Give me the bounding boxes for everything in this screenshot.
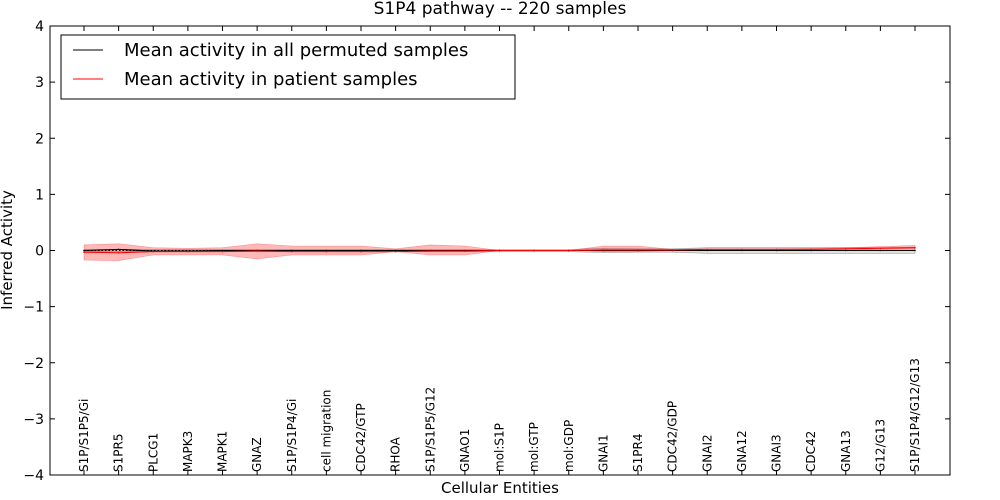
data-point-patient (394, 250, 397, 253)
x-category-label: GNAI3 (770, 434, 784, 472)
data-point-permuted (810, 249, 812, 252)
data-point-permuted (117, 248, 120, 251)
data-point-permuted (83, 249, 85, 252)
data-point-patient (290, 250, 293, 253)
data-point-patient (152, 250, 155, 253)
plot-frame (49, 25, 951, 476)
y-tick-label: 1 (35, 187, 44, 203)
y-axis: 4 3 2 1 0 −1 −2 −3 −4 (23, 19, 950, 484)
data-point-patient (879, 247, 882, 250)
series-lines (83, 246, 916, 254)
data-point-permuted (775, 249, 778, 252)
x-category-label: RHOA (389, 436, 403, 472)
data-point-permuted (360, 249, 362, 252)
y-tick-label: −2 (23, 356, 44, 372)
data-point-patient (602, 249, 605, 251)
legend-entry-patient: Mean activity in patient samples (124, 69, 418, 90)
data-point-patient (498, 249, 501, 252)
x-category-label: S1PR5 (112, 434, 126, 472)
data-point-patient (706, 248, 709, 251)
data-point-patient (221, 250, 224, 253)
x-category-label: S1PR4 (631, 434, 645, 472)
x-category-label: MAPK1 (216, 431, 230, 472)
data-point-patient (83, 251, 85, 253)
x-category-label: GNAO1 (458, 429, 472, 472)
data-point-patient (844, 248, 847, 250)
data-point-permuted (914, 249, 916, 252)
data-point-permuted (290, 249, 293, 252)
y-tick-label: 4 (35, 19, 44, 35)
x-category-label: mol:GDP (562, 420, 576, 472)
data-point-permuted (706, 249, 709, 252)
chart-title: S1P4 pathway -- 220 samples (374, 0, 627, 19)
x-category-label: MAPK3 (181, 431, 195, 472)
x-category-label: mol:S1P (493, 423, 507, 472)
y-tick-label: 0 (35, 244, 44, 260)
data-point-patient (914, 246, 916, 249)
y-tick-label: −3 (23, 412, 44, 428)
x-axis-label: Cellular Entities (441, 479, 559, 497)
data-point-patient (775, 248, 778, 251)
data-point-permuted (221, 249, 224, 252)
x-category-label: G12/G13 (873, 419, 887, 472)
x-category-label: GNA12 (735, 430, 749, 472)
x-category-label: CDC42/GTP (354, 403, 368, 472)
x-category-label: mol:GTP (527, 422, 541, 472)
x-category-label: S1P/S1P4/G12/G13 (908, 358, 922, 472)
data-point-patient (256, 250, 258, 252)
band-patient (83, 243, 916, 261)
data-point-permuted (741, 249, 743, 252)
y-tick-label: −1 (23, 300, 44, 316)
x-category-label: GNAI1 (596, 434, 610, 472)
data-point-permuted (325, 249, 328, 252)
x-axis: S1P/S1P5/Gi S1PR5 PLCG1 MAPK3 MAPK1 GNAZ S1P/S… (77, 26, 922, 475)
x-category-label: CDC42 (804, 431, 818, 472)
data-point-patient (187, 250, 189, 253)
data-point-permuted (879, 249, 882, 252)
data-point-patient (325, 250, 328, 253)
legend-entry-permuted: Mean activity in all permuted samples (124, 40, 468, 61)
data-point-patient (533, 249, 535, 252)
x-category-label: S1P/S1P5/Gi (77, 399, 91, 472)
data-point-permuted (844, 249, 847, 252)
x-category-label: cell migration (319, 390, 333, 472)
x-category-label: PLCG1 (146, 433, 160, 472)
legend-box (60, 34, 516, 100)
data-point-patient (567, 249, 570, 252)
data-point-patient (637, 249, 639, 251)
data-point-permuted (394, 249, 397, 252)
x-category-label: GNAI2 (700, 434, 714, 472)
x-category-label: GNAZ (250, 437, 264, 472)
data-point-patient (429, 250, 432, 252)
y-tick-label: −4 (23, 468, 44, 484)
data-point-patient (741, 248, 743, 251)
y-tick-label: 3 (35, 75, 44, 91)
data-point-patient (117, 251, 120, 254)
y-tick-label: 2 (35, 131, 44, 147)
data-point-patient (671, 249, 674, 251)
x-category-label: CDC42/GDP (666, 401, 680, 472)
legend: Mean activity in all permuted samples Me… (60, 34, 516, 100)
data-point-patient (360, 250, 362, 253)
x-category-label: GNA13 (839, 430, 853, 472)
x-category-label: S1P/S1P4/Gi (285, 399, 299, 472)
x-category-label: S1P/S1P5/G12 (423, 387, 437, 472)
y-axis-label: Inferred Activity (0, 190, 16, 310)
data-point-patient (464, 250, 466, 252)
data-point-patient (810, 248, 812, 251)
